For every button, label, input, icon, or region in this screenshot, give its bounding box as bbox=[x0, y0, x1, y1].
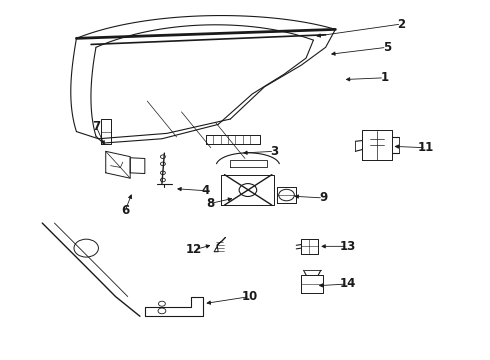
Text: 5: 5 bbox=[383, 41, 391, 54]
Text: 1: 1 bbox=[380, 71, 388, 84]
Text: 9: 9 bbox=[319, 192, 327, 204]
Text: 10: 10 bbox=[242, 290, 258, 303]
Text: 6: 6 bbox=[121, 204, 129, 217]
Text: 4: 4 bbox=[202, 184, 210, 197]
Text: 14: 14 bbox=[340, 278, 356, 291]
Text: 11: 11 bbox=[417, 141, 434, 154]
Text: 7: 7 bbox=[92, 120, 100, 133]
Text: 12: 12 bbox=[186, 243, 202, 256]
Text: 3: 3 bbox=[270, 145, 278, 158]
Text: 8: 8 bbox=[207, 197, 215, 210]
Text: 2: 2 bbox=[397, 18, 405, 31]
Text: 13: 13 bbox=[340, 240, 356, 253]
